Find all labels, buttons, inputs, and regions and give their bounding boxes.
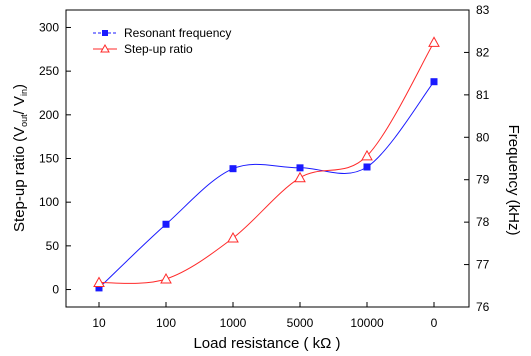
left-tick-label: 100 [39,195,59,209]
ratio-point [428,36,440,47]
legend: Resonant frequency Step-up ratio [93,26,231,56]
x-tick-label: 1000 [220,316,247,330]
legend-marker-ratio [100,43,110,53]
legend-marker-frequency [102,30,108,36]
x-tick-label: 10000 [350,316,384,330]
left-tick-label: 50 [46,239,60,253]
frequency-point [162,220,170,228]
right-tick-label: 82 [476,45,490,59]
series-line-ratio [98,42,435,284]
frequency-point [363,163,371,171]
frequency-point [95,284,103,292]
ratio-point [227,231,239,243]
series-line-frequency [98,81,435,289]
right-tick-label: 80 [476,130,490,144]
frequency-point [430,78,438,86]
left-tick-label: 250 [39,64,59,78]
right-tick-label: 77 [476,258,490,272]
left-axis-ticks: 0 50 100 150 200 250 300 [39,20,71,297]
right-tick-label: 81 [476,88,490,102]
right-tick-label: 76 [476,300,490,314]
ratio-point [294,171,306,183]
ratio-point [160,273,172,284]
left-tick-label: 200 [39,108,59,122]
right-tick-label: 83 [476,3,490,17]
right-tick-label: 79 [476,173,490,187]
y-axis-label-left: Step-up ratio (Vout/ Vin) [11,84,29,232]
right-axis-ticks: 76 77 78 79 80 81 82 83 [464,3,490,314]
left-tick-label: 300 [39,20,59,34]
legend-label-frequency: Resonant frequency [124,26,231,40]
left-tick-label: 150 [39,152,59,166]
ratio-point [361,149,373,161]
x-axis-ticks: 10 100 1000 5000 10000 0 [92,302,438,330]
left-tick-label: 0 [52,283,59,297]
frequency-point [296,164,304,172]
series-layer [93,36,440,292]
right-tick-label: 78 [476,215,490,229]
legend-label-ratio: Step-up ratio [124,42,193,56]
x-tick-label: 0 [431,316,438,330]
x-tick-label: 5000 [287,316,314,330]
x-tick-label: 10 [92,316,106,330]
x-axis-label: Load resistance ( kΩ ) [193,335,340,352]
ratio-point [93,276,105,288]
y-axis-label-right: Frequency (kHz) [505,125,522,236]
x-tick-label: 100 [156,316,176,330]
frequency-point [229,165,237,173]
